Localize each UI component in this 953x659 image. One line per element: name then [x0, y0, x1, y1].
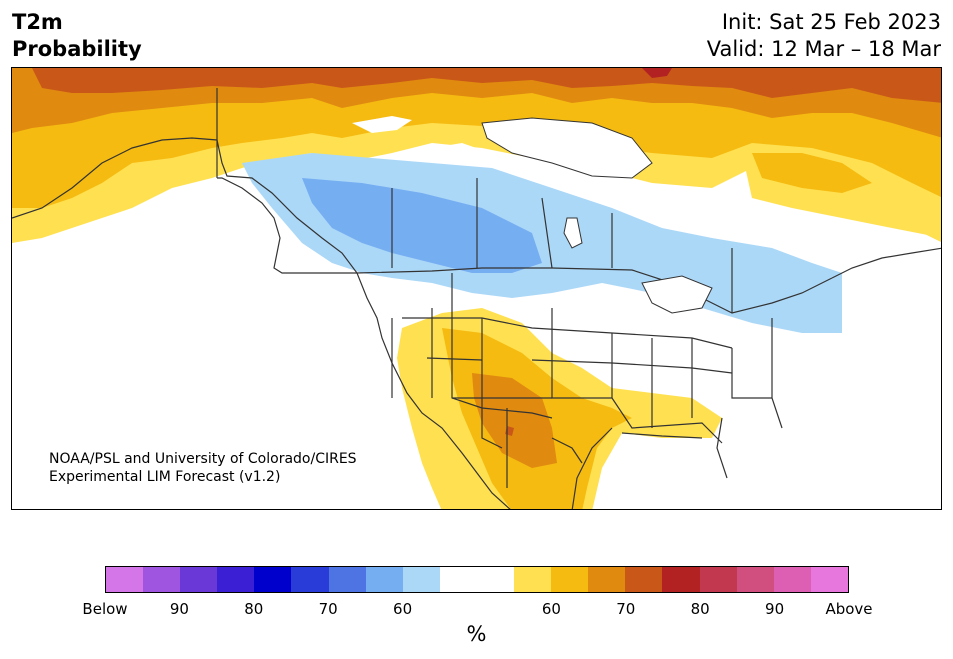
- colorbar-tick-label: Above: [825, 600, 873, 618]
- colorbar-tick-label: 90: [169, 600, 189, 618]
- colorbar-segment: [662, 567, 700, 592]
- colorbar-segment: [476, 567, 515, 592]
- above-max-north-region: [642, 68, 672, 78]
- colorbar-segment: [365, 567, 403, 592]
- map-outlines: [12, 88, 941, 509]
- colorbar-segment: [402, 567, 440, 592]
- colorbar-segment: [736, 567, 774, 592]
- map-canvas: [12, 68, 941, 509]
- colorbar-tick-label: 70: [318, 600, 338, 618]
- forecast-info: Init: Sat 25 Feb 2023 Valid: 12 Mar – 18…: [707, 9, 941, 63]
- great-lakes: [641, 275, 713, 314]
- colorbar-tick-label: 80: [690, 600, 710, 618]
- colorbar-segment: [625, 567, 663, 592]
- above-70-east-region: [752, 153, 872, 193]
- colorbar-segment: [143, 567, 181, 592]
- colorbar-segment: [254, 567, 292, 592]
- map-title: T2m Probability: [12, 9, 142, 63]
- colorbar-unit: %: [466, 622, 487, 646]
- lake-winnipeg: [563, 217, 583, 249]
- colorbar-tick-label: 60: [393, 600, 413, 618]
- colorbar-segment: [439, 567, 477, 592]
- colorbar-segment: [588, 567, 626, 592]
- colorbar-tick-label: 90: [765, 600, 785, 618]
- colorbar-tick-label: 60: [541, 600, 561, 618]
- colorbar-segment: [699, 567, 737, 592]
- colorbar-segment: [328, 567, 366, 592]
- init-date: Init: Sat 25 Feb 2023: [721, 10, 941, 34]
- colorbar-segment: [514, 567, 552, 592]
- title-line-type: Probability: [12, 37, 142, 61]
- credit-text: NOAA/PSL and University of Colorado/CIRE…: [49, 450, 357, 486]
- above-90-north-region: [32, 68, 941, 103]
- valid-range: Valid: 12 Mar – 18 Mar: [706, 37, 941, 61]
- colorbar: [105, 566, 849, 593]
- below-70-region: [302, 178, 542, 273]
- colorbar-segment: [551, 567, 589, 592]
- great-bear-lake: [352, 116, 412, 133]
- title-line-variable: T2m: [12, 10, 63, 34]
- credit-line-model: Experimental LIM Forecast (v1.2): [49, 469, 281, 485]
- colorbar-segment: [773, 567, 811, 592]
- above-80-south-region: [472, 373, 557, 468]
- colorbar-tick-label: 80: [244, 600, 264, 618]
- colorbar-segment: [291, 567, 329, 592]
- colorbar-tick-labels: Below 90 80 70 60 60 70 80 90 Above: [0, 600, 953, 620]
- colorbar-segment: [810, 567, 848, 592]
- colorbar-tick-label: 70: [616, 600, 636, 618]
- colorbar-segment: [106, 567, 144, 592]
- forecast-map: [11, 67, 942, 510]
- colorbar-segment: [180, 567, 218, 592]
- great-slave-lake: [432, 143, 482, 158]
- colorbar-tick-label: Below: [82, 600, 128, 618]
- hudson-bay: [481, 117, 653, 179]
- credit-line-org: NOAA/PSL and University of Colorado/CIRE…: [49, 451, 357, 467]
- colorbar-segment: [217, 567, 255, 592]
